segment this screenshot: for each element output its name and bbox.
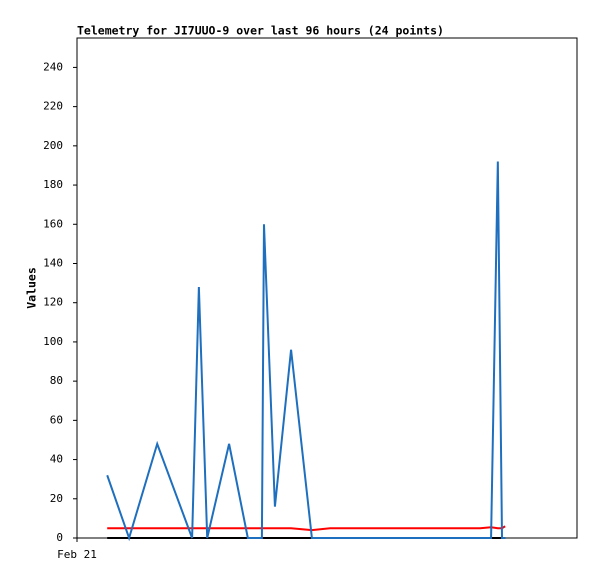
y-tick-label: 60 [50,413,63,426]
y-tick-label: 220 [43,100,63,113]
chart-title: Telemetry for JI7UUO-9 over last 96 hour… [77,24,444,38]
y-tick-label: 100 [43,335,63,348]
x-tick-label: Feb 21 [57,548,97,561]
y-tick-label: 160 [43,217,63,230]
y-tick-label: 80 [50,374,63,387]
y-tick-label: 120 [43,296,63,309]
y-tick-label: 0 [56,531,63,544]
y-tick-label: 20 [50,492,63,505]
y-tick-label: 40 [50,453,63,466]
y-tick-label: 140 [43,256,63,269]
y-tick-label: 180 [43,178,63,191]
y-tick-label: 240 [43,60,63,73]
series-line [106,161,506,542]
series-line [107,525,506,532]
y-tick-label: 200 [43,139,63,152]
y-axis-label: Values [25,267,39,309]
